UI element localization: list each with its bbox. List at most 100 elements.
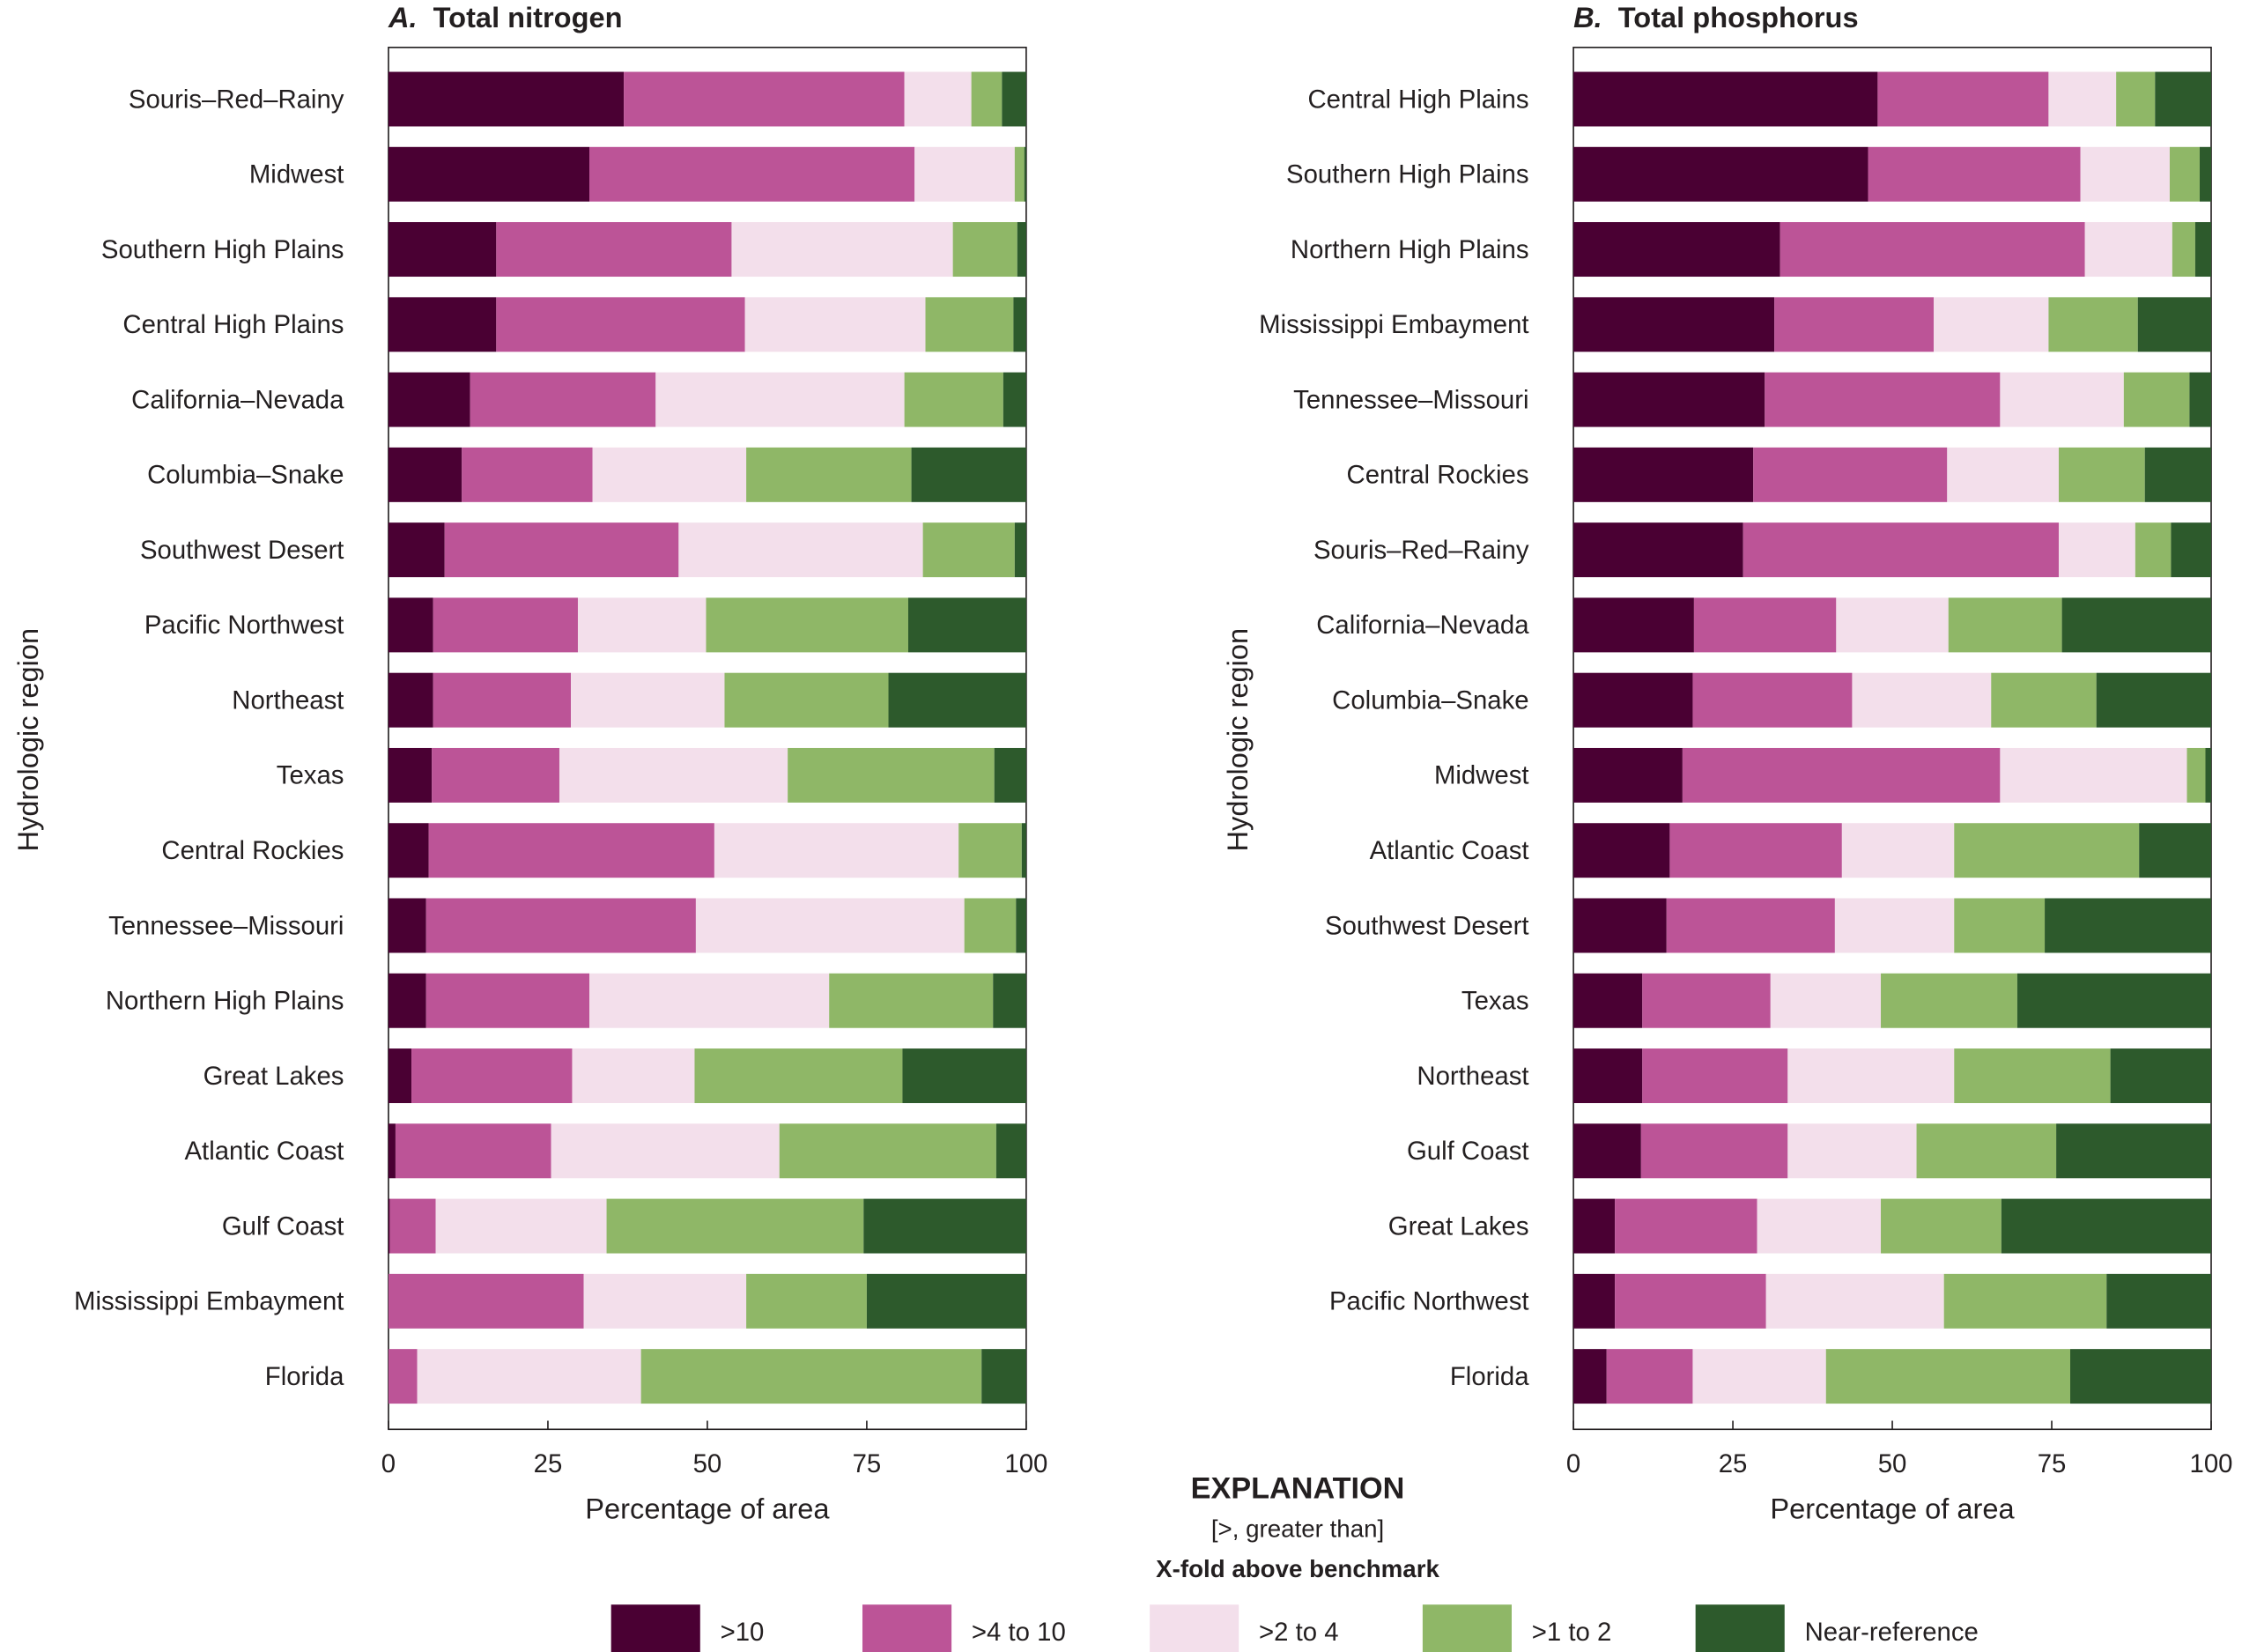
bar-segment--1-to-2 xyxy=(2116,71,2156,127)
bar-segment--1-to-2 xyxy=(1954,898,2046,953)
legend-subtitle: X-fold above benchmark xyxy=(1156,1555,1439,1582)
bar-segment--10 xyxy=(1573,1273,1616,1329)
bar-segment--1-to-2 xyxy=(2172,222,2195,278)
bar-segment--4-to-10 xyxy=(1606,1349,1693,1404)
bar-segment--2-to-4 xyxy=(577,597,707,653)
bar-segment-near-reference xyxy=(2110,1048,2211,1104)
bar-segment-near-reference xyxy=(1024,146,1026,202)
bar-segment--4-to-10 xyxy=(1743,522,2059,578)
bar-segment--10 xyxy=(1573,1123,1641,1179)
bar-segment-near-reference xyxy=(981,1349,1026,1404)
bar-segment--10 xyxy=(1573,1198,1616,1254)
panel-title-text: Total phosphorus xyxy=(1618,1,1859,33)
bar-segment--1-to-2 xyxy=(2058,447,2145,502)
bar-segment--10 xyxy=(388,297,497,352)
category-label: Great Lakes xyxy=(1388,1211,1529,1241)
bar-segment--4-to-10 xyxy=(1868,146,2081,202)
y-axis-label: Hydrologic region xyxy=(11,628,44,852)
category-label: Central High Plains xyxy=(1307,85,1528,114)
x-tick-label: 25 xyxy=(1719,1449,1748,1478)
category-label: Central Rockies xyxy=(161,836,344,865)
bar-segment--2-to-4 xyxy=(2000,747,2187,803)
legend-label: >4 to 10 xyxy=(972,1618,1066,1647)
bar-segment--1-to-2 xyxy=(2123,372,2190,427)
bar-segment--1-to-2 xyxy=(1916,1123,2057,1179)
bar-segment--4-to-10 xyxy=(624,71,905,127)
bar-segment--10 xyxy=(388,71,625,127)
legend-label: >1 to 2 xyxy=(1532,1618,1612,1647)
bar-segment--1-to-2 xyxy=(964,898,1017,953)
bar-segment--2-to-4 xyxy=(1765,1273,1944,1329)
bar-segment--1-to-2 xyxy=(706,597,908,653)
category-label: Columbia–Snake xyxy=(147,461,344,490)
bar-segment--2-to-4 xyxy=(417,1349,641,1404)
bar-segment--10 xyxy=(388,973,426,1028)
bar-segment--10 xyxy=(388,823,429,878)
bar-segment-near-reference xyxy=(2155,71,2211,127)
category-label: Midwest xyxy=(1434,761,1529,790)
legend-swatch xyxy=(862,1604,952,1652)
bar-segment--10 xyxy=(388,1198,390,1254)
bar-segment--1-to-2 xyxy=(958,823,1022,878)
bar-segment--2-to-4 xyxy=(1692,1349,1826,1404)
category-label: Tennessee–Missouri xyxy=(1293,385,1528,414)
bar-segment-near-reference xyxy=(907,597,1026,653)
legend-swatch xyxy=(1150,1604,1239,1652)
bar-segment--10 xyxy=(388,447,462,502)
x-tick-label: 50 xyxy=(1878,1449,1907,1478)
x-axis-label: Percentage of area xyxy=(1770,1492,2015,1524)
bar-segment--4-to-10 xyxy=(433,672,572,728)
legend-swatch xyxy=(610,1604,700,1652)
bar-segment--1-to-2 xyxy=(606,1198,864,1254)
bar-segment--4-to-10 xyxy=(1642,1048,1788,1104)
x-tick-label: 100 xyxy=(2190,1449,2233,1478)
bar-segment--10 xyxy=(1573,146,1868,202)
bar-segment-near-reference xyxy=(993,973,1026,1028)
bar-segment--4-to-10 xyxy=(496,222,732,278)
category-label: Souris–Red–Rainy xyxy=(1313,536,1529,565)
bar-segment--4-to-10 xyxy=(1692,672,1853,728)
bar-segment--10 xyxy=(1573,222,1780,278)
bar-segment-near-reference xyxy=(902,1048,1026,1104)
bar-segment-near-reference xyxy=(2045,898,2211,953)
x-tick-label: 50 xyxy=(693,1449,722,1478)
x-tick-label: 0 xyxy=(381,1449,396,1478)
bar-segment--1-to-2 xyxy=(694,1048,903,1104)
category-label: California–Nevada xyxy=(131,385,344,414)
category-label: Northeast xyxy=(232,685,344,715)
bar-segment--10 xyxy=(1573,297,1775,352)
bar-segment--4-to-10 xyxy=(1666,898,1835,953)
bar-segment--1-to-2 xyxy=(2048,297,2138,352)
bar-segment--4-to-10 xyxy=(411,1048,573,1104)
category-label: Southwest Desert xyxy=(140,536,344,565)
panel-title: B. Total phosphorus xyxy=(1573,1,1859,33)
bar-segment--2-to-4 xyxy=(731,222,953,278)
bar-segment--1-to-2 xyxy=(952,222,1017,278)
bar-segment--4-to-10 xyxy=(433,597,578,653)
bar-segment--10 xyxy=(1573,597,1694,653)
bar-segment--4-to-10 xyxy=(1780,222,2085,278)
bar-segment--10 xyxy=(1573,823,1670,878)
bar-segment--2-to-4 xyxy=(559,747,788,803)
bar-segment--2-to-4 xyxy=(2000,372,2124,427)
bar-segment--1-to-2 xyxy=(1881,973,2017,1028)
bar-segment-near-reference xyxy=(2194,222,2211,278)
panel-title-text: Total nitrogen xyxy=(433,1,623,33)
bar-segment--4-to-10 xyxy=(462,447,593,502)
bar-segment-near-reference xyxy=(1021,823,1026,878)
bar-segment--1-to-2 xyxy=(1991,672,2097,728)
panel-a: A. Total nitrogen Souris–Red–Rainy Midwest… xyxy=(11,1,1047,1524)
bar-segment--4-to-10 xyxy=(1682,747,2001,803)
bar-segment-near-reference xyxy=(1003,372,1026,427)
bar-segment--4-to-10 xyxy=(1640,1123,1788,1179)
category-label: Tennessee–Missouri xyxy=(108,911,344,940)
category-label: Midwest xyxy=(249,160,344,189)
bar-segment--10 xyxy=(388,747,433,803)
bar-segment-near-reference xyxy=(1017,222,1026,278)
category-label: Southern High Plains xyxy=(101,235,344,264)
bar-segment--2-to-4 xyxy=(589,973,830,1028)
bar-segment--2-to-4 xyxy=(655,372,905,427)
bar-segment--4-to-10 xyxy=(425,973,590,1028)
